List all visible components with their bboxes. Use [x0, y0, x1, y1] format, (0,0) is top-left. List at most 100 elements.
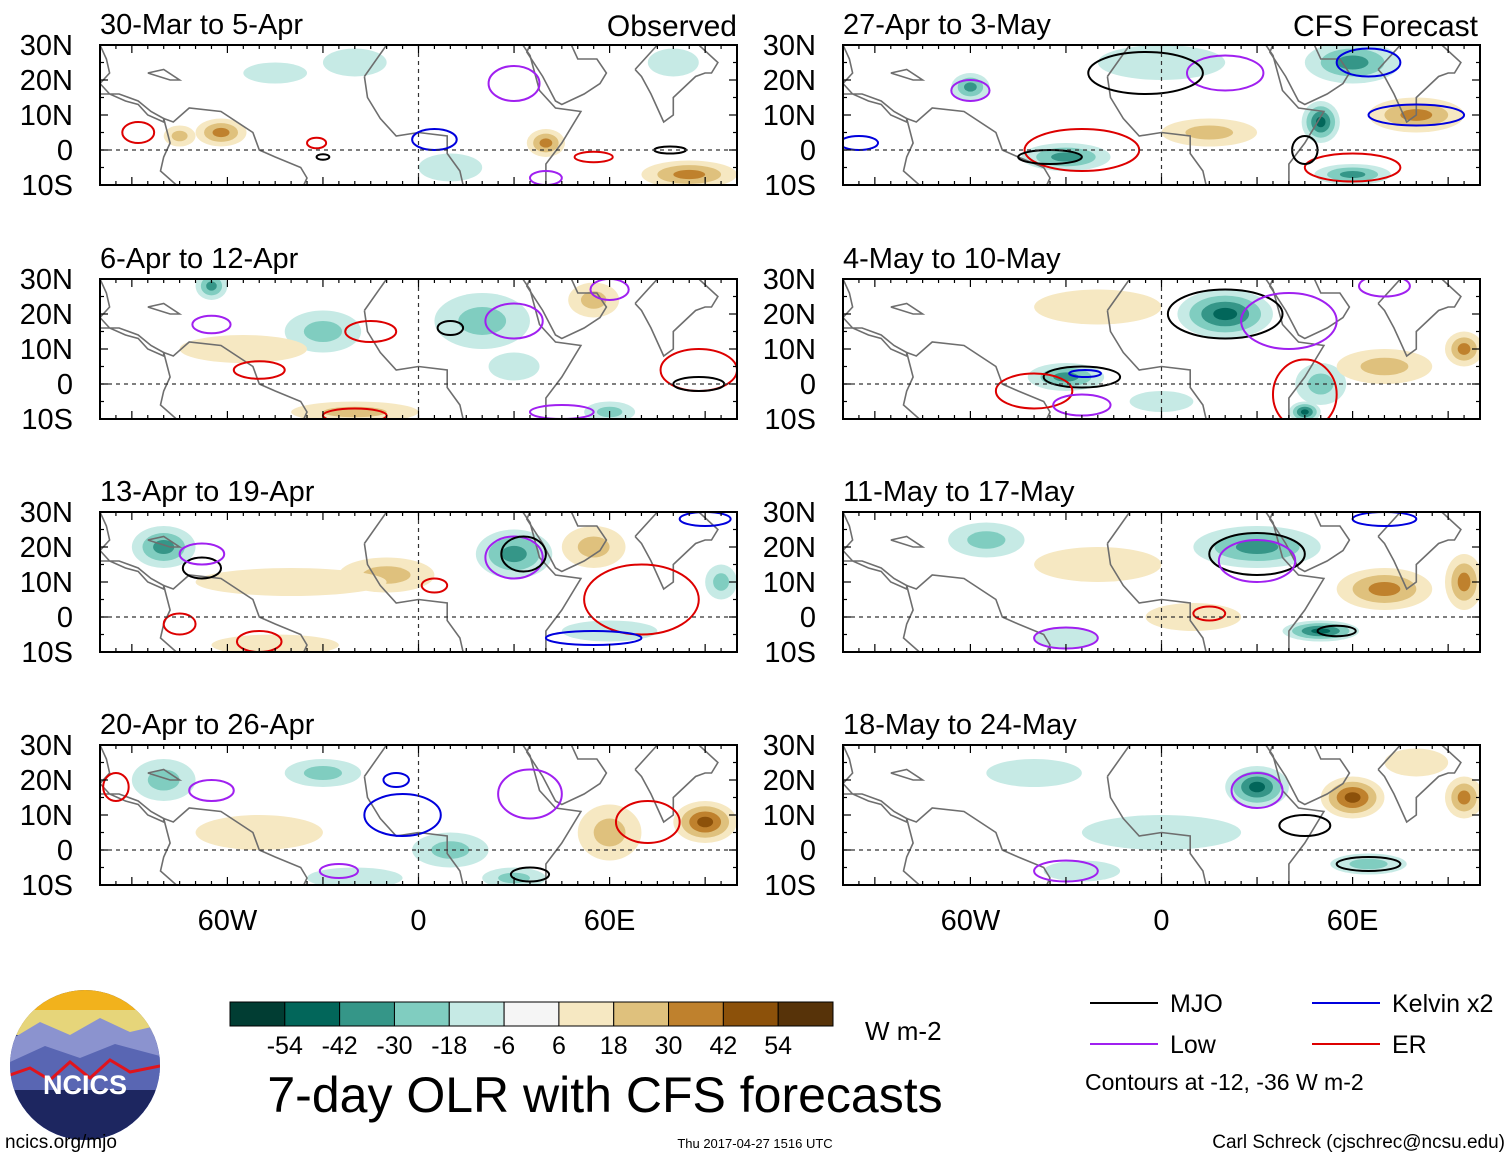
- wave-contour: [1271, 358, 1338, 419]
- colorbar-swatch: [284, 1001, 341, 1027]
- colorbar-swatch: [722, 1001, 779, 1027]
- y-tick-label: 0: [800, 602, 816, 634]
- panel-period-title: 27-Apr to 3-May: [843, 9, 1051, 41]
- coastline: [559, 892, 578, 938]
- wave-contour: [950, 79, 991, 102]
- olr-anomaly-cell: [1344, 792, 1361, 803]
- colorbar-swatch: [558, 1001, 615, 1027]
- olr-anomaly-cell: [1034, 627, 1098, 649]
- wave-contour: [363, 793, 442, 837]
- coastline: [1302, 892, 1321, 938]
- coastline: [159, 341, 308, 419]
- olr-anomaly-cell: [647, 48, 699, 77]
- coastline: [1377, 45, 1462, 124]
- coastline: [1268, 279, 1351, 340]
- y-tick-label: 30N: [763, 30, 816, 62]
- coastline: [1302, 426, 1321, 472]
- wave-contour: [589, 279, 630, 301]
- olr-anomaly-cell: [964, 82, 977, 92]
- olr-anomaly-cell: [1043, 860, 1121, 882]
- wave-contour: [318, 863, 359, 879]
- wave-contour: [191, 314, 232, 335]
- panel-period-title: 13-Apr to 19-Apr: [100, 476, 315, 508]
- olr-anomaly-cell: [243, 62, 308, 84]
- coastline: [902, 341, 1051, 419]
- logo-text: NCICS: [43, 1070, 127, 1100]
- y-tick-label: 10S: [764, 870, 816, 902]
- wave-contour: [994, 372, 1074, 410]
- coastline: [525, 745, 608, 806]
- y-tick-label: 10N: [20, 567, 73, 599]
- wave-contour: [1357, 279, 1411, 298]
- x-tick-label: 60W: [198, 905, 258, 937]
- coastline: [902, 807, 1051, 885]
- coastline: [100, 279, 165, 358]
- wave-contour: [382, 772, 410, 788]
- coastline: [1377, 512, 1462, 591]
- legend-label: Low: [1170, 1031, 1217, 1059]
- y-tick-label: 30N: [763, 730, 816, 762]
- olr-anomaly-cell: [211, 634, 339, 652]
- coastline: [100, 45, 165, 124]
- figure-title: 7-day OLR with CFS forecasts: [267, 1067, 942, 1123]
- y-tick-label: 10N: [763, 334, 816, 366]
- y-tick-label: 10N: [20, 800, 73, 832]
- y-tick-label: 0: [800, 369, 816, 401]
- footer-author: Carl Schreck (cjschrec@ncsu.edu): [1212, 1132, 1505, 1153]
- y-tick-label: 10N: [20, 100, 73, 132]
- wave-contour: [232, 360, 286, 380]
- coastline: [902, 107, 1051, 185]
- coastline: [363, 512, 583, 652]
- wave-contour: [411, 128, 458, 151]
- coastline: [843, 512, 908, 591]
- y-tick-label: 10N: [763, 567, 816, 599]
- wave-contour: [1367, 103, 1466, 127]
- coastline: [890, 68, 926, 81]
- olr-anomaly-cell: [307, 867, 403, 885]
- coastline: [902, 574, 1051, 652]
- y-tick-label: 10N: [763, 800, 816, 832]
- y-tick-label: 0: [57, 835, 73, 867]
- colorbar-label: -42: [322, 1032, 358, 1060]
- y-tick-label: 30N: [20, 264, 73, 296]
- coastline: [363, 45, 583, 185]
- olr-anomaly-cell: [986, 759, 1082, 787]
- footer-url: ncics.org/mjo: [5, 1132, 117, 1153]
- wave-contour: [178, 542, 226, 566]
- olr-anomaly-cell: [1457, 343, 1471, 355]
- y-tick-label: 30N: [20, 497, 73, 529]
- colorbar-swatch: [229, 1001, 286, 1027]
- olr-anomaly-cell: [195, 815, 323, 850]
- olr-anomaly-cell: [195, 568, 387, 596]
- colorbar-swatch: [777, 1001, 834, 1027]
- y-tick-label: 20N: [763, 65, 816, 97]
- wave-contour: [484, 535, 544, 580]
- y-tick-label: 0: [800, 835, 816, 867]
- coastline: [147, 68, 183, 81]
- colorbar-swatch: [613, 1001, 670, 1027]
- wave-contour: [1240, 292, 1338, 350]
- coastline: [1106, 512, 1326, 652]
- panel-period-title: 6-Apr to 12-Apr: [100, 243, 299, 275]
- colorbar-label: -18: [431, 1032, 467, 1060]
- colorbar-label: 54: [764, 1032, 792, 1060]
- olr-anomaly-cell: [1235, 540, 1279, 554]
- wave-contour: [1192, 605, 1227, 622]
- coastline: [1302, 659, 1321, 705]
- coastline: [159, 574, 308, 652]
- coastline: [159, 807, 308, 885]
- wave-contour: [528, 404, 595, 419]
- wave-contour: [1335, 856, 1402, 872]
- coastline: [1106, 745, 1326, 885]
- wave-contour: [344, 320, 398, 343]
- colorbar-label: 18: [600, 1032, 628, 1060]
- olr-anomaly-cell: [539, 138, 553, 148]
- olr-anomaly-cell: [1213, 307, 1238, 321]
- y-tick-label: 10S: [21, 404, 73, 436]
- y-tick-label: 0: [57, 369, 73, 401]
- olr-anomaly-cell: [303, 321, 343, 342]
- olr-anomaly-cell: [322, 48, 387, 77]
